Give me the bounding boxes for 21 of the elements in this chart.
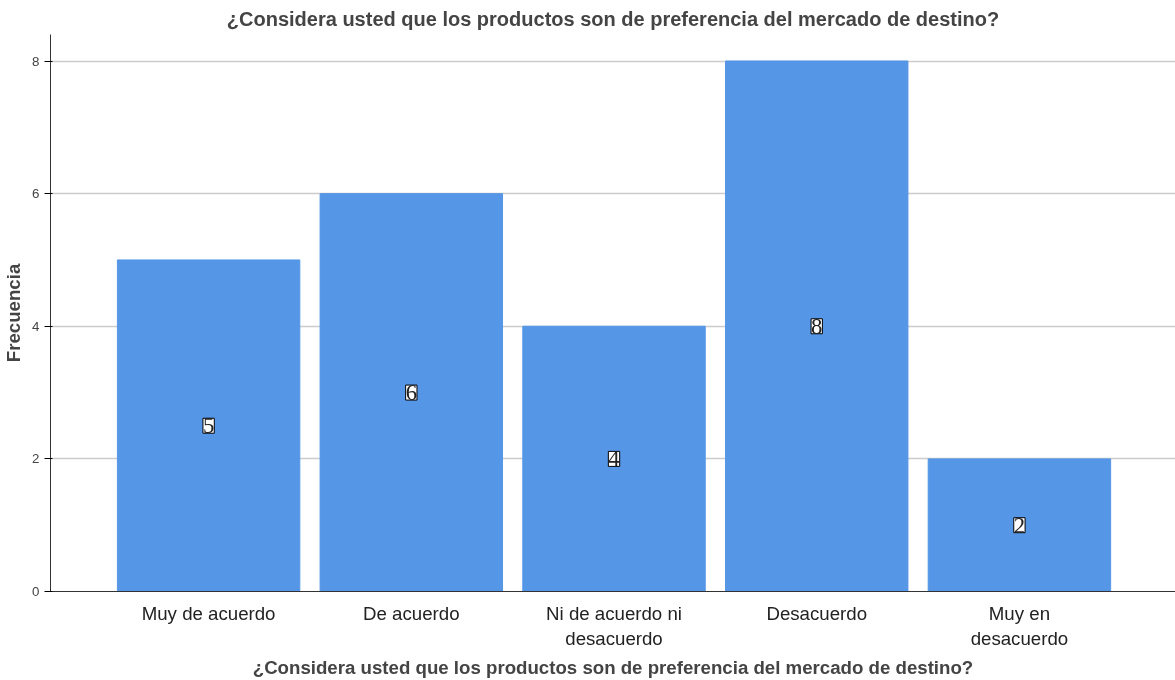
x-tick-label: Muy de acuerdo: [141, 602, 276, 624]
x-tick-label: De acuerdo: [363, 602, 460, 624]
bar: [116, 259, 301, 592]
y-axis-title: Frecuencia: [3, 263, 25, 363]
x-axis-title: ¿Considera usted que los productos son de preferencia del mercado de destino?: [252, 656, 974, 678]
bar: [725, 60, 909, 592]
x-tick-label: Ni de acuerdo ni desacuerdo: [546, 602, 682, 649]
y-tick-label: 6: [32, 186, 40, 202]
y-tick-label: 2: [32, 451, 40, 467]
x-tick-label: Desacuerdo: [766, 602, 868, 624]
bar: [522, 325, 706, 592]
bar: [319, 193, 504, 592]
data-label: 5: [202, 413, 215, 439]
y-tick-label: 8: [32, 53, 40, 69]
data-label: 8: [811, 313, 823, 339]
y-tick-label: 4: [32, 318, 41, 334]
data-label: 2: [1013, 512, 1026, 538]
y-tick-label: 0: [32, 584, 40, 599]
bar: [927, 458, 1112, 592]
chart-title: ¿Considera usted que los productos son de preferencia del mercado de destino?: [226, 7, 1000, 30]
x-tick-label: Muy en desacuerdo: [970, 602, 1069, 649]
